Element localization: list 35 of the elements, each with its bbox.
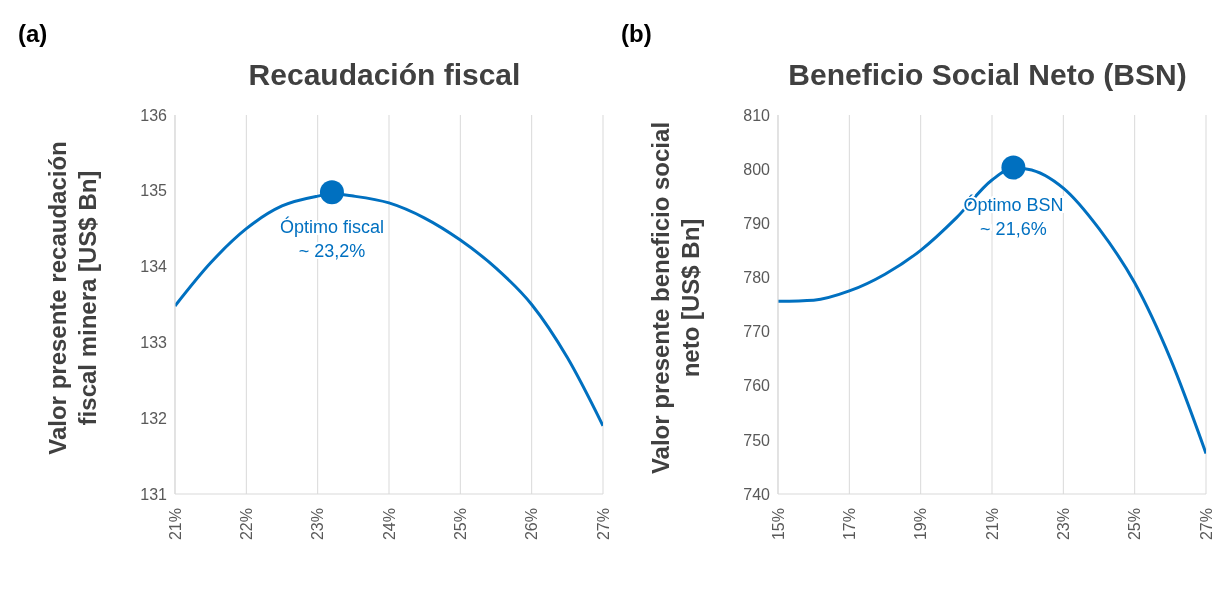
y-tick-label: 134 bbox=[140, 258, 168, 276]
y-tick-label: 780 bbox=[743, 269, 771, 287]
x-tick-label: 25% bbox=[451, 508, 469, 541]
y-tick-label: 133 bbox=[140, 334, 168, 352]
x-tick-label: 21% bbox=[166, 508, 184, 541]
x-tick-label: 22% bbox=[237, 508, 255, 541]
x-tick-label: 26% bbox=[523, 508, 541, 541]
y-tick-label: 132 bbox=[140, 409, 168, 427]
y-tick-label: 131 bbox=[140, 485, 168, 503]
x-tick-label: 21% bbox=[983, 508, 1001, 541]
text: (a) bbox=[18, 20, 48, 48]
y-tick-label: 810 bbox=[743, 106, 771, 124]
x-tick-label: 24% bbox=[380, 508, 398, 541]
annotation: Óptimo fiscal ~ 23,2% bbox=[279, 215, 384, 261]
y-tick-label: 136 bbox=[140, 106, 168, 124]
y-tick-label: 800 bbox=[743, 160, 771, 178]
y-axis-title: Valor presente recaudación fiscal minera [US$ Bn] bbox=[43, 140, 102, 457]
y-tick-label: 770 bbox=[743, 323, 771, 341]
text: (b) bbox=[621, 20, 652, 48]
y-tick-label: 760 bbox=[743, 377, 771, 395]
x-tick-label: 17% bbox=[840, 508, 858, 541]
x-tick-label: 27% bbox=[1197, 508, 1215, 541]
chart-title: Beneficio Social Neto (BSN) bbox=[787, 58, 1188, 92]
x-tick-label: 25% bbox=[1126, 508, 1144, 541]
x-tick-label: 15% bbox=[769, 508, 787, 541]
chart-title: Recaudación fiscal bbox=[247, 58, 522, 92]
x-tick-label: 23% bbox=[1054, 508, 1072, 541]
y-tick-label: 750 bbox=[743, 431, 771, 449]
y-tick-label: 135 bbox=[140, 182, 168, 200]
x-tick-label: 19% bbox=[912, 508, 930, 541]
y-axis-title: Valor presente beneficio social neto [US$ Bn] bbox=[646, 120, 705, 477]
y-tick-label: 790 bbox=[743, 214, 771, 232]
x-tick-label: 23% bbox=[309, 508, 327, 541]
x-tick-label: 27% bbox=[594, 508, 612, 541]
y-tick-label: 740 bbox=[743, 485, 771, 503]
